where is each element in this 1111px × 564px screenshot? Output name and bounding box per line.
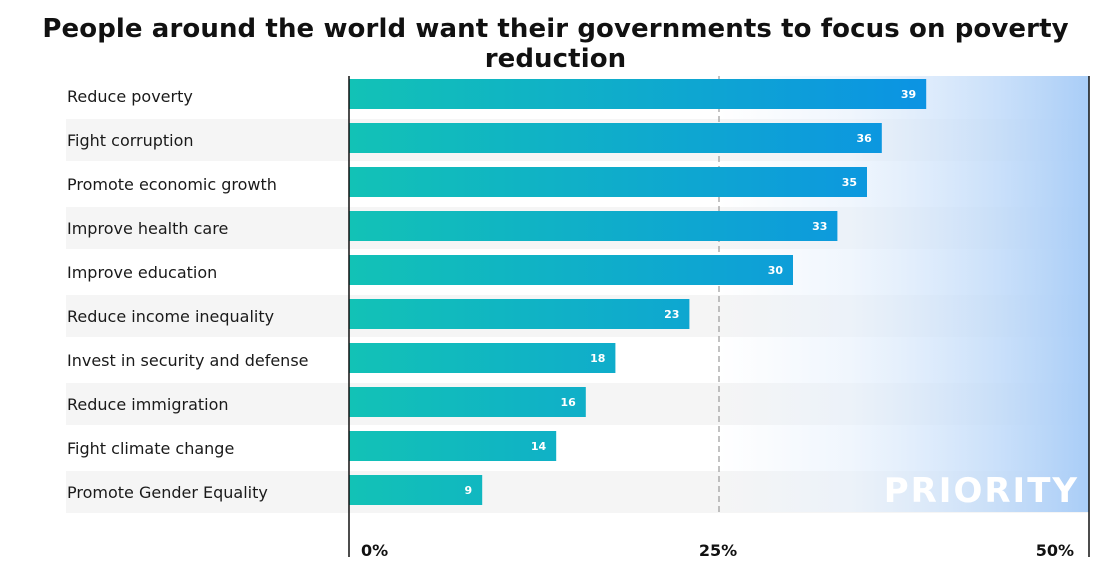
x-tick-label: 25% <box>699 541 737 560</box>
category-label: Fight climate change <box>67 439 234 458</box>
bar <box>349 387 586 417</box>
bar-value-label: 23 <box>664 308 679 321</box>
bar-value-label: 36 <box>856 132 872 145</box>
bar-value-label: 39 <box>901 88 916 101</box>
category-label: Promote Gender Equality <box>67 483 268 502</box>
category-label: Reduce poverty <box>67 87 193 106</box>
x-tick-labels: 0% 25% 50% <box>361 541 1074 560</box>
bar-value-label: 18 <box>590 352 605 365</box>
category-label: Improve education <box>67 263 217 282</box>
category-label: Invest in security and defense <box>67 351 309 370</box>
bars-group: 39 36 35 33 30 23 18 16 14 9 <box>349 79 927 505</box>
category-label: Promote economic growth <box>67 175 277 194</box>
bar-value-label: 30 <box>768 264 784 277</box>
category-label: Reduce immigration <box>67 395 229 414</box>
bar <box>349 255 793 285</box>
category-label: Reduce income inequality <box>67 307 274 326</box>
bar-value-label: 33 <box>812 220 827 233</box>
chart-title: People around the world want their gover… <box>42 14 1069 74</box>
priority-annotation: PRIORITY <box>884 471 1079 511</box>
bar <box>349 431 557 461</box>
bar <box>349 475 483 505</box>
category-label: Fight corruption <box>67 131 194 150</box>
bar <box>349 343 616 373</box>
bar <box>349 123 882 153</box>
bar <box>349 299 690 329</box>
bar <box>349 211 838 241</box>
bar-value-label: 14 <box>531 440 547 453</box>
category-labels: Reduce poverty Fight corruption Promote ec… <box>67 87 309 502</box>
bar-value-label: 35 <box>842 176 857 189</box>
bar-value-label: 9 <box>465 484 473 497</box>
bar <box>349 167 867 197</box>
category-label: Improve health care <box>67 219 228 238</box>
x-tick-label: 0% <box>361 541 388 560</box>
x-tick-label: 50% <box>1036 541 1074 560</box>
bar-value-label: 16 <box>560 396 576 409</box>
bar <box>349 79 927 109</box>
